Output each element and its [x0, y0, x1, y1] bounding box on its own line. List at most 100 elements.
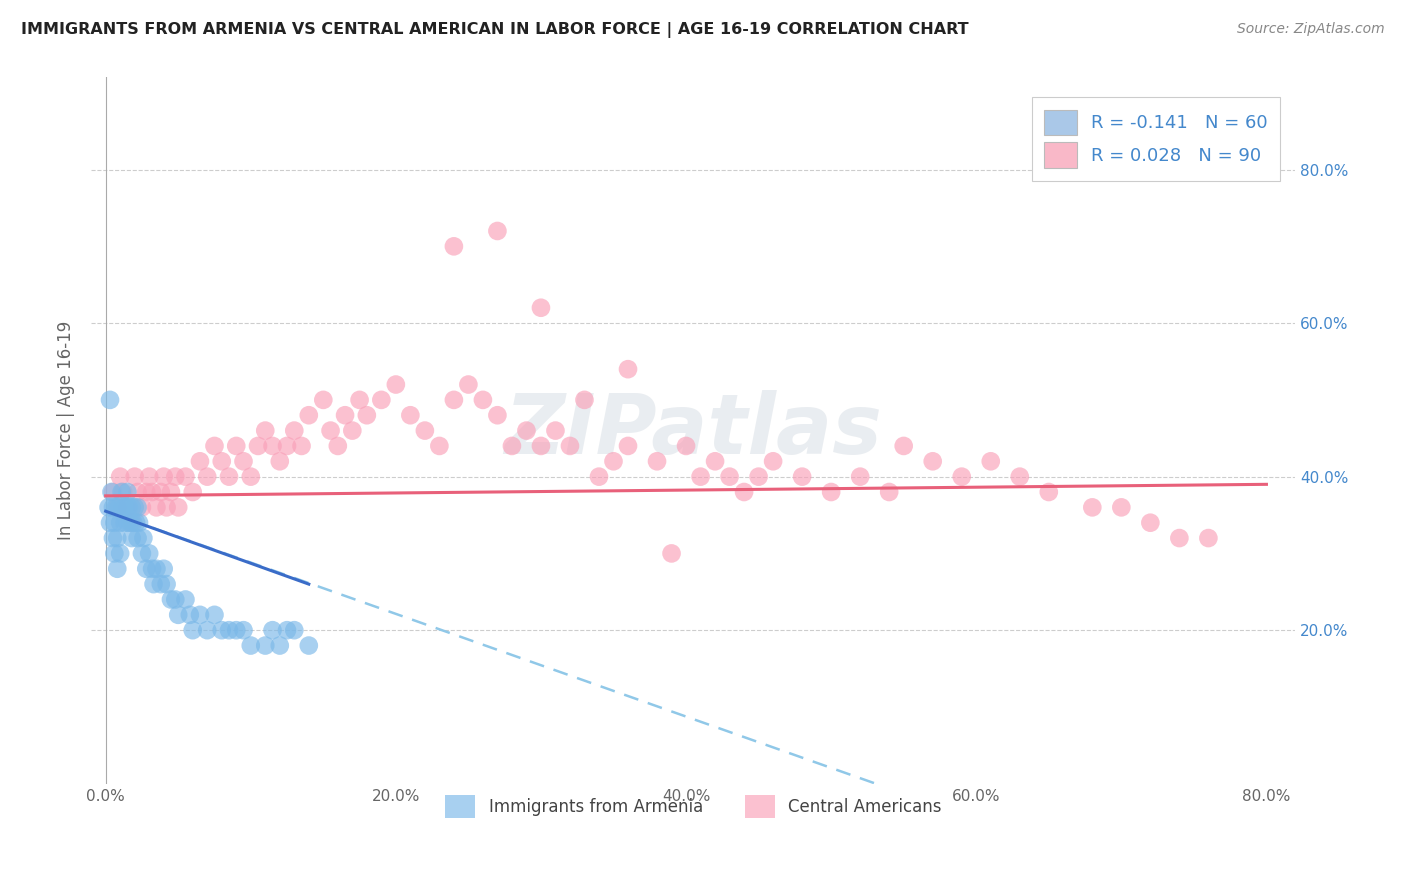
Point — [174, 592, 197, 607]
Point — [225, 439, 247, 453]
Point — [515, 424, 537, 438]
Point — [471, 392, 494, 407]
Text: IMMIGRANTS FROM ARMENIA VS CENTRAL AMERICAN IN LABOR FORCE | AGE 16-19 CORRELATI: IMMIGRANTS FROM ARMENIA VS CENTRAL AMERI… — [21, 22, 969, 38]
Point — [980, 454, 1002, 468]
Point — [97, 500, 120, 515]
Point — [132, 531, 155, 545]
Point — [142, 577, 165, 591]
Point — [124, 500, 146, 515]
Point — [413, 424, 436, 438]
Point — [188, 607, 211, 622]
Point — [617, 362, 640, 376]
Point — [1081, 500, 1104, 515]
Point — [269, 454, 291, 468]
Point — [101, 500, 124, 515]
Point — [160, 485, 183, 500]
Point — [675, 439, 697, 453]
Point — [145, 500, 167, 515]
Point — [748, 469, 770, 483]
Point — [312, 392, 335, 407]
Point — [181, 485, 204, 500]
Point — [152, 562, 174, 576]
Point — [399, 409, 422, 423]
Point — [486, 224, 509, 238]
Point — [135, 562, 157, 576]
Point — [370, 392, 392, 407]
Point — [218, 469, 240, 483]
Point — [218, 623, 240, 637]
Point — [262, 439, 284, 453]
Point — [98, 516, 121, 530]
Point — [950, 469, 973, 483]
Point — [283, 424, 305, 438]
Point — [486, 409, 509, 423]
Point — [319, 424, 342, 438]
Point — [138, 469, 160, 483]
Legend: Immigrants from Armenia, Central Americans: Immigrants from Armenia, Central America… — [439, 788, 948, 825]
Point — [112, 485, 135, 500]
Point — [1008, 469, 1031, 483]
Point — [204, 607, 226, 622]
Point — [276, 623, 298, 637]
Point — [135, 485, 157, 500]
Point — [155, 500, 177, 515]
Point — [112, 500, 135, 515]
Text: Source: ZipAtlas.com: Source: ZipAtlas.com — [1237, 22, 1385, 37]
Point — [457, 377, 479, 392]
Point — [98, 392, 121, 407]
Point — [544, 424, 567, 438]
Point — [443, 239, 465, 253]
Point — [254, 424, 277, 438]
Point — [298, 639, 321, 653]
Point — [149, 577, 172, 591]
Text: ZIPatlas: ZIPatlas — [505, 390, 882, 471]
Point — [121, 500, 143, 515]
Point — [530, 301, 553, 315]
Point — [125, 516, 148, 530]
Point — [127, 531, 149, 545]
Point — [145, 562, 167, 576]
Point — [179, 607, 201, 622]
Point — [232, 454, 254, 468]
Point — [149, 485, 172, 500]
Point — [349, 392, 371, 407]
Point — [204, 439, 226, 453]
Point — [108, 546, 131, 560]
Point — [247, 439, 270, 453]
Point — [1197, 531, 1219, 545]
Point — [1168, 531, 1191, 545]
Point — [101, 485, 124, 500]
Point — [128, 516, 150, 530]
Point — [167, 607, 190, 622]
Point — [105, 531, 128, 545]
Point — [588, 469, 610, 483]
Point — [356, 409, 378, 423]
Point — [108, 469, 131, 483]
Point — [105, 562, 128, 576]
Point — [558, 439, 581, 453]
Point — [530, 439, 553, 453]
Point — [877, 485, 900, 500]
Point — [820, 485, 842, 500]
Point — [195, 623, 218, 637]
Point — [849, 469, 872, 483]
Point — [108, 516, 131, 530]
Point — [342, 424, 364, 438]
Point — [645, 454, 668, 468]
Point — [167, 500, 190, 515]
Point — [124, 469, 146, 483]
Point — [617, 439, 640, 453]
Point — [114, 516, 136, 530]
Point — [141, 562, 163, 576]
Point — [1038, 485, 1060, 500]
Point — [121, 516, 143, 530]
Point — [733, 485, 755, 500]
Point — [385, 377, 408, 392]
Point — [283, 623, 305, 637]
Point — [333, 409, 356, 423]
Point — [718, 469, 741, 483]
Point — [429, 439, 451, 453]
Point — [326, 439, 349, 453]
Point — [120, 516, 142, 530]
Point — [211, 623, 233, 637]
